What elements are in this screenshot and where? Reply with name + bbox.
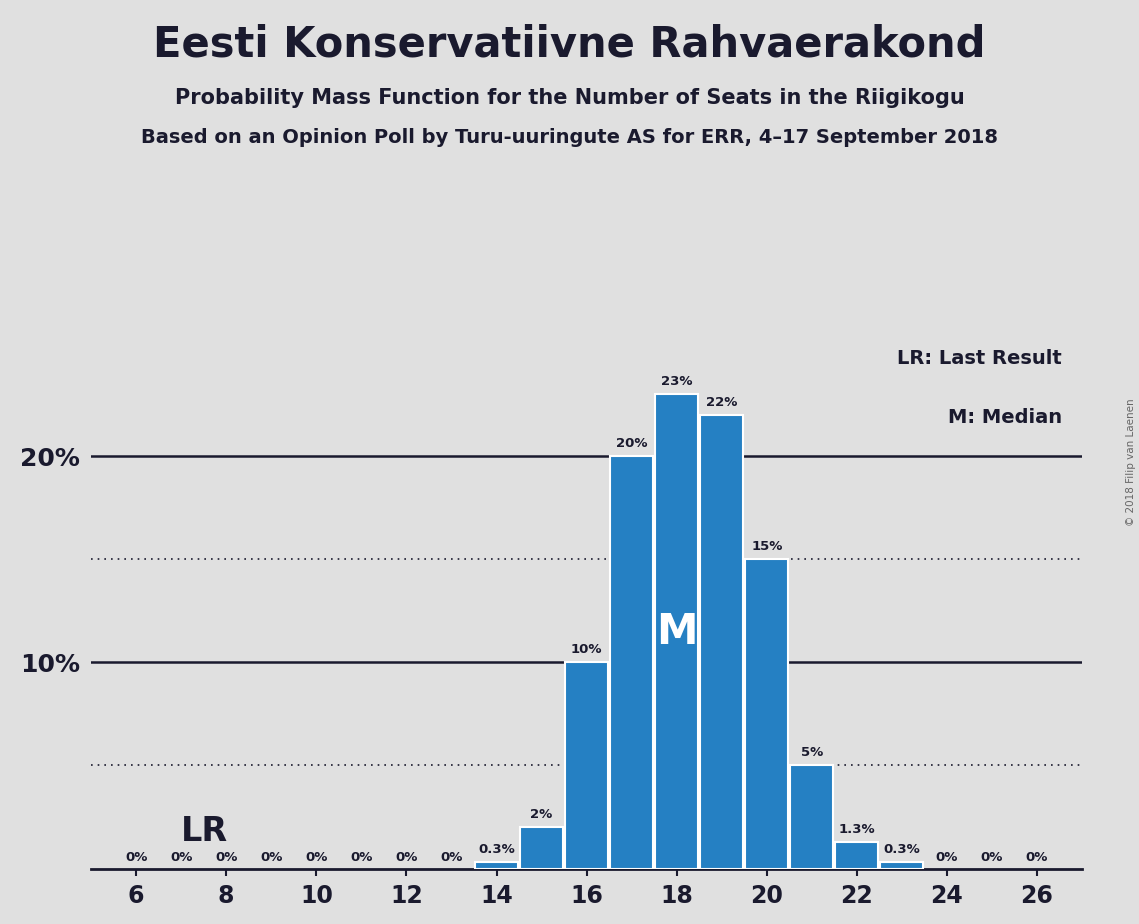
Text: 1.3%: 1.3% [838, 822, 875, 835]
Text: LR: Last Result: LR: Last Result [898, 348, 1063, 368]
Text: 20%: 20% [616, 437, 647, 450]
Text: 0%: 0% [936, 851, 958, 865]
Text: © 2018 Filip van Laenen: © 2018 Filip van Laenen [1126, 398, 1136, 526]
Text: 23%: 23% [661, 375, 693, 388]
Text: 5%: 5% [801, 747, 822, 760]
Text: 0%: 0% [441, 851, 462, 865]
Bar [835, 842, 878, 869]
Text: 0%: 0% [125, 851, 147, 865]
Text: M: M [656, 611, 697, 652]
Bar [880, 862, 924, 869]
Text: Probability Mass Function for the Number of Seats in the Riigikogu: Probability Mass Function for the Number… [174, 88, 965, 108]
Bar [655, 395, 698, 869]
Text: 0%: 0% [350, 851, 372, 865]
Text: 0.3%: 0.3% [884, 844, 920, 857]
Bar [565, 663, 608, 869]
Text: 15%: 15% [751, 541, 782, 553]
Text: 0%: 0% [170, 851, 192, 865]
Bar [611, 456, 653, 869]
Bar [745, 559, 788, 869]
Bar [521, 827, 563, 869]
Text: Eesti Konservatiivne Rahvaerakond: Eesti Konservatiivne Rahvaerakond [154, 23, 985, 65]
Text: LR: LR [181, 815, 228, 848]
Text: 0%: 0% [1026, 851, 1048, 865]
Text: 0%: 0% [215, 851, 237, 865]
Bar [790, 765, 834, 869]
Text: 0%: 0% [305, 851, 328, 865]
Text: 0.3%: 0.3% [478, 844, 515, 857]
Bar [700, 415, 743, 869]
Bar [475, 862, 518, 869]
Text: M: Median: M: Median [948, 407, 1063, 427]
Text: 10%: 10% [571, 643, 603, 656]
Text: 2%: 2% [531, 808, 552, 821]
Text: 0%: 0% [260, 851, 282, 865]
Text: 0%: 0% [981, 851, 1003, 865]
Text: 0%: 0% [395, 851, 418, 865]
Text: Based on an Opinion Poll by Turu-uuringute AS for ERR, 4–17 September 2018: Based on an Opinion Poll by Turu-uuringu… [141, 128, 998, 147]
Text: 22%: 22% [706, 395, 737, 409]
